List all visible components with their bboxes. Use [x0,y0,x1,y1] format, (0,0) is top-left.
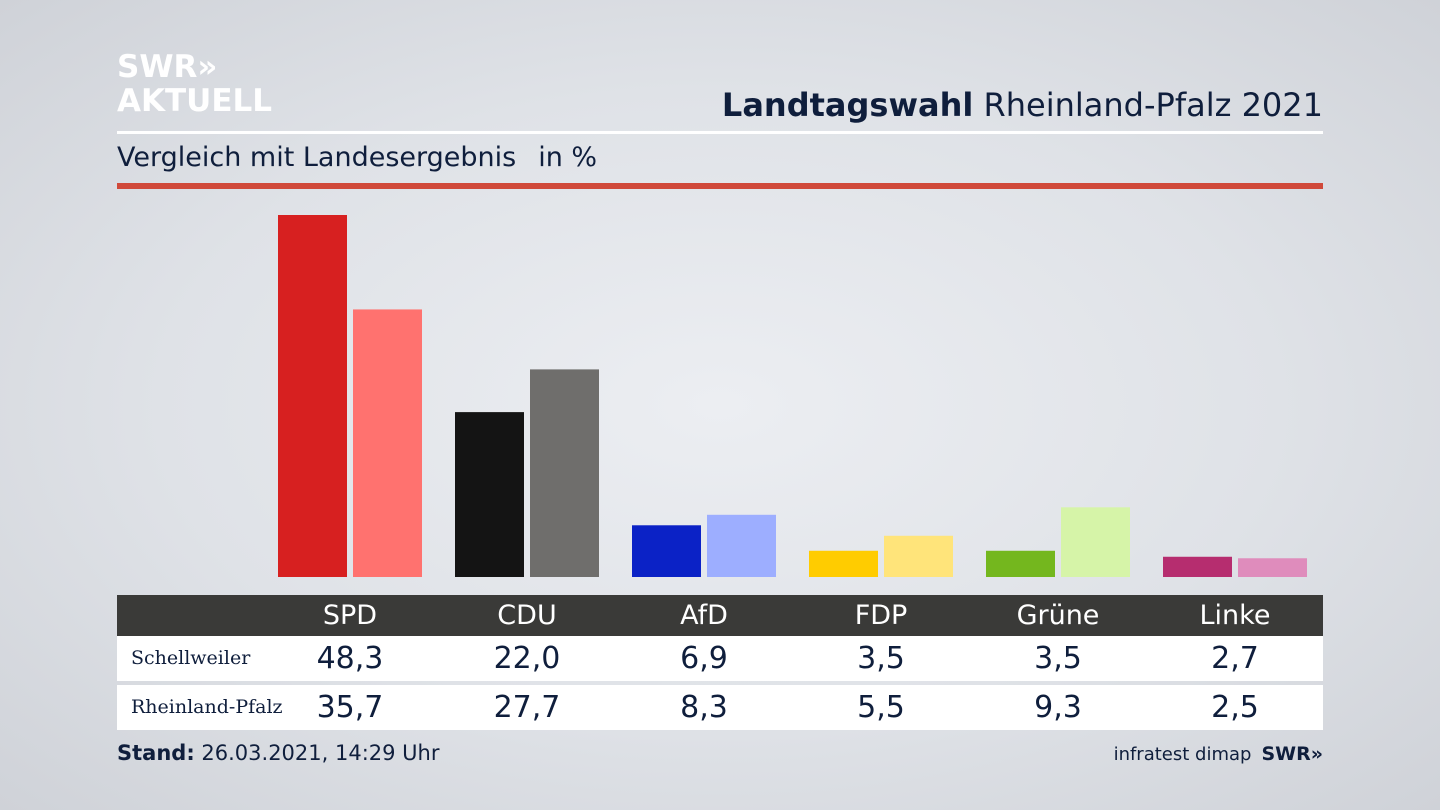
subtitle-text: Vergleich mit Landesergebnis [117,142,517,173]
table-cell: 2,7 [1211,641,1259,676]
swr-aktuell-logo: SWR» AKTUELL [117,52,272,117]
title-rest: Rheinland-Pfalz 2021 [973,86,1323,124]
table-cell: 27,7 [493,690,561,725]
source-credit: infratest dimap SWR» [1114,743,1323,765]
header-party: Linke [1199,600,1271,631]
header-party: SPD [322,600,378,631]
table-cell: 5,5 [857,690,905,725]
bar-fdp-state [884,535,953,577]
table-cell: 9,3 [1034,690,1082,725]
bar-fdp-local [809,550,878,577]
table-row: Rheinland-Pfalz 35,7 27,7 8,3 5,5 9,3 2,5 [117,685,1323,730]
results-table: SPD CDU AfD FDP Grüne Linke Schellweiler 48,3 2… [117,595,1323,730]
page-title: Landtagswahl Rheinland-Pfalz 2021 [722,86,1323,124]
subtitle-unit: in % [538,142,598,173]
table-cell: 8,3 [680,690,728,725]
table-cell: 22,0 [493,641,561,676]
chart-subtitle: Vergleich mit Landesergebnis in % [117,142,597,173]
title-bold: Landtagswahl [721,86,974,124]
table-cell: 2,5 [1211,690,1259,725]
table-cell: 48,3 [316,641,384,676]
header-party: AfD [680,600,728,631]
logo-line-1: SWR» [117,49,218,85]
table-row: Schellweiler 48,3 22,0 6,9 3,5 3,5 2,7 [117,636,1323,681]
timestamp: Stand: 26.03.2021, 14:29 Uhr [117,741,440,765]
bar-cdu-state [530,369,599,577]
table-cell: 3,5 [857,641,905,676]
bar-gruene-local [986,550,1055,577]
bar-afd-local [632,525,701,577]
row-label: Rheinland-Pfalz [131,696,283,718]
bar-linke-local [1163,556,1232,577]
table-cell: 3,5 [1034,641,1082,676]
header-party: CDU [497,600,557,631]
stand-label: Stand: [117,741,195,765]
bar-gruene-state [1061,507,1130,577]
table-cell: 35,7 [316,690,384,725]
row-label: Schellweiler [131,647,251,669]
table-cell: 6,9 [680,641,728,676]
bar-spd-local [278,215,347,577]
bar-afd-state [707,514,776,577]
subtitle-divider [117,183,1323,189]
table-body: Schellweiler 48,3 22,0 6,9 3,5 3,5 2,7 Rheinlan… [117,636,1323,730]
bar-chart [278,215,1307,577]
bar-cdu-local [455,412,524,577]
bar-spd-state [353,309,422,577]
logo-line-2: AKTUELL [117,83,273,119]
header-divider [117,131,1323,134]
swr-brand: SWR» [1261,743,1323,765]
source-text: infratest dimap [1113,744,1252,765]
stand-value: 26.03.2021, 14:29 Uhr [194,741,440,765]
header-party: FDP [854,600,908,631]
header-party: Grüne [1016,600,1100,631]
table-header-row: SPD CDU AfD FDP Grüne Linke [117,595,1323,636]
bar-linke-state [1238,558,1307,577]
